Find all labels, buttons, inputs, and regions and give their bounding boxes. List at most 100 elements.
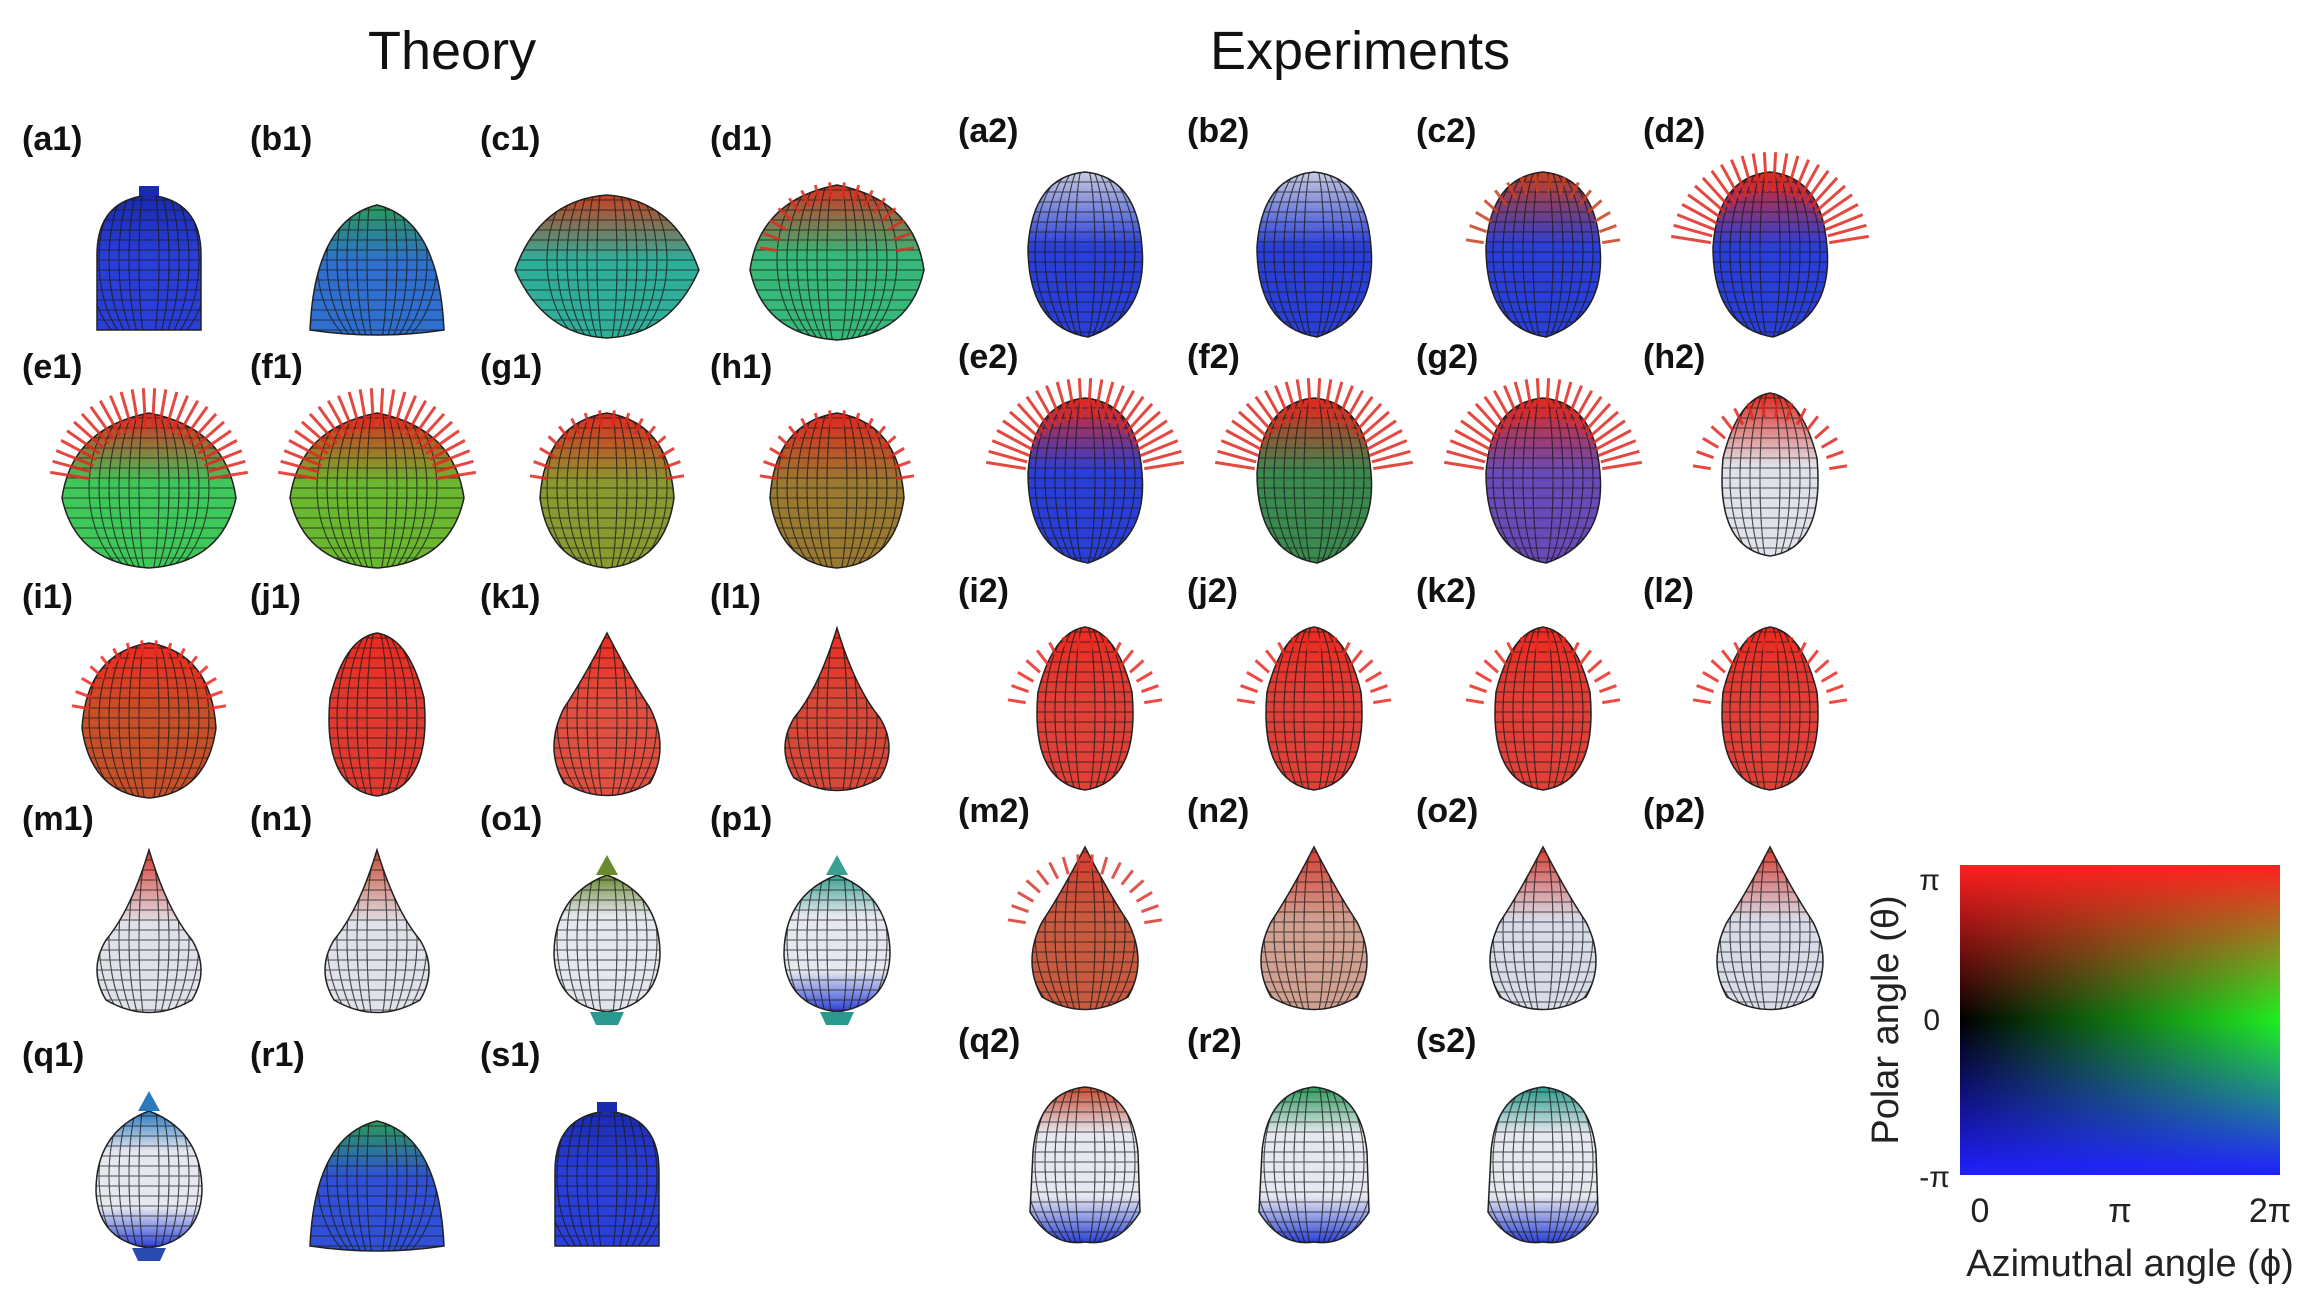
vector-field-sphere (95, 1091, 203, 1261)
panel-label: (e1) (22, 348, 83, 386)
vector-field-sphere (1465, 626, 1621, 791)
theory-panel: (h1) (710, 348, 925, 569)
experiment-panel: (g2) (1416, 338, 1643, 564)
vector-field-sphere (783, 855, 891, 1025)
vector-field-sphere (71, 640, 227, 799)
panel-label: (c1) (480, 120, 541, 158)
vector-field-sphere (1258, 1086, 1370, 1244)
vector-field-sphere (553, 631, 661, 797)
vector-field-sphere (514, 194, 700, 339)
panel-label: (g1) (480, 348, 543, 386)
theory-panel: (n1) (250, 800, 465, 1015)
experiment-panel: (c2) (1416, 112, 1631, 338)
ytick-pi: π (1919, 864, 1940, 897)
legend-svg: π 0 -π 0 π 2π Polar angle (θ) Azimuthal … (1865, 864, 2294, 1285)
vector-field-sphere (554, 1102, 660, 1247)
panel-label: (o2) (1416, 792, 1479, 830)
panel-label: (l1) (710, 578, 761, 616)
theory-heading: Theory (368, 21, 537, 81)
panel-label: (k1) (480, 578, 541, 616)
panel-label: (r1) (250, 1036, 305, 1074)
vector-field-sphere (529, 410, 685, 569)
theory-panel: (s1) (480, 1036, 695, 1251)
ytick-zero: 0 (1923, 1004, 1940, 1037)
xtick-2pi: 2π (2249, 1192, 2291, 1230)
panel-label: (q2) (958, 1022, 1021, 1060)
vector-field-sphere (1465, 171, 1621, 338)
vector-field-sphere (49, 388, 249, 569)
panel-label: (n1) (250, 800, 313, 838)
panel-label: (i2) (958, 572, 1009, 610)
theory-panel: (g1) (480, 348, 695, 569)
legend-xlabel: Azimuthal angle (ϕ) (1966, 1243, 2294, 1285)
vector-field-sphere (1489, 845, 1597, 1011)
experiment-panel: (d2) (1643, 112, 1870, 338)
theory-panel: (o1) (480, 800, 695, 1025)
theory-panel: (k1) (480, 578, 695, 797)
xtick-pi: π (2108, 1192, 2131, 1230)
color-legend: π 0 -π 0 π 2π Polar angle (θ) Azimuthal … (1840, 850, 2311, 1290)
vector-field-sphere (1670, 152, 1870, 338)
panel-label: (q1) (22, 1036, 85, 1074)
vector-field-sphere (1236, 626, 1392, 791)
vector-field-sphere (96, 186, 202, 331)
panel-label: (f1) (250, 348, 303, 386)
ytick-neg-pi: -π (1919, 1161, 1950, 1194)
panel-label: (j2) (1187, 572, 1238, 610)
vector-field-sphere (1029, 1086, 1141, 1244)
experiment-panel: (k2) (1416, 572, 1631, 791)
panel-label: (p2) (1643, 792, 1706, 830)
xtick-zero: 0 (1971, 1192, 1990, 1230)
panel-label: (g2) (1416, 338, 1479, 376)
theory-panel: (m1) (22, 800, 237, 1015)
vector-field-sphere (749, 182, 925, 341)
theory-panel: (b1) (250, 120, 465, 336)
panel-label: (m1) (22, 800, 94, 838)
experiment-panel: (p2) (1643, 792, 1858, 1011)
vector-field-sphere (985, 378, 1185, 564)
experiment-panel: (i2) (958, 572, 1173, 791)
vector-field-sphere (1692, 392, 1848, 557)
vector-field-sphere (1027, 171, 1144, 338)
vector-field-sphere (309, 1120, 445, 1252)
vector-field-sphere (1256, 171, 1373, 338)
vector-field-sphere (1007, 845, 1163, 1011)
panel-label: (s1) (480, 1036, 541, 1074)
experiment-panel: (q2) (958, 1022, 1173, 1244)
vector-field-sphere (784, 625, 890, 792)
theory-panel: (l1) (710, 578, 925, 793)
vector-field-sphere (277, 388, 477, 569)
panel-label: (c2) (1416, 112, 1477, 150)
experiment-panel: (l2) (1643, 572, 1858, 791)
theory-panel: (c1) (480, 120, 700, 339)
panel-label: (i1) (22, 578, 73, 616)
vector-field-sphere (309, 204, 445, 336)
panel-label: (h2) (1643, 338, 1706, 376)
experiment-panel: (h2) (1643, 338, 1858, 557)
vector-field-sphere (1214, 378, 1414, 564)
panel-label: (b2) (1187, 112, 1250, 150)
theory-panel: (i1) (22, 578, 237, 799)
panel-label: (h1) (710, 348, 773, 386)
panel-label: (l2) (1643, 572, 1694, 610)
experiments-heading: Experiments (1210, 21, 1511, 81)
experiment-panel: (f2) (1187, 338, 1414, 564)
panel-label: (k2) (1416, 572, 1477, 610)
panel-label: (f2) (1187, 338, 1240, 376)
panel-label: (d1) (710, 120, 773, 158)
vector-field-sphere (324, 847, 430, 1014)
vector-field-sphere (96, 847, 202, 1014)
vector-field-sphere (1007, 626, 1163, 791)
panel-label: (a1) (22, 120, 83, 158)
experiment-panel: (r2) (1187, 1022, 1402, 1244)
experiment-panel: (b2) (1187, 112, 1402, 338)
panel-label: (j1) (250, 578, 301, 616)
vector-field-sphere (759, 410, 915, 569)
experiment-panel: (m2) (958, 792, 1173, 1011)
theory-panel: (q1) (22, 1036, 237, 1261)
panel-label: (o1) (480, 800, 543, 838)
vector-field-sphere (1487, 1086, 1599, 1244)
legend-ylabel: Polar angle (θ) (1865, 895, 1907, 1144)
vector-field-sphere (553, 855, 661, 1025)
theory-panel: (j1) (250, 578, 465, 797)
